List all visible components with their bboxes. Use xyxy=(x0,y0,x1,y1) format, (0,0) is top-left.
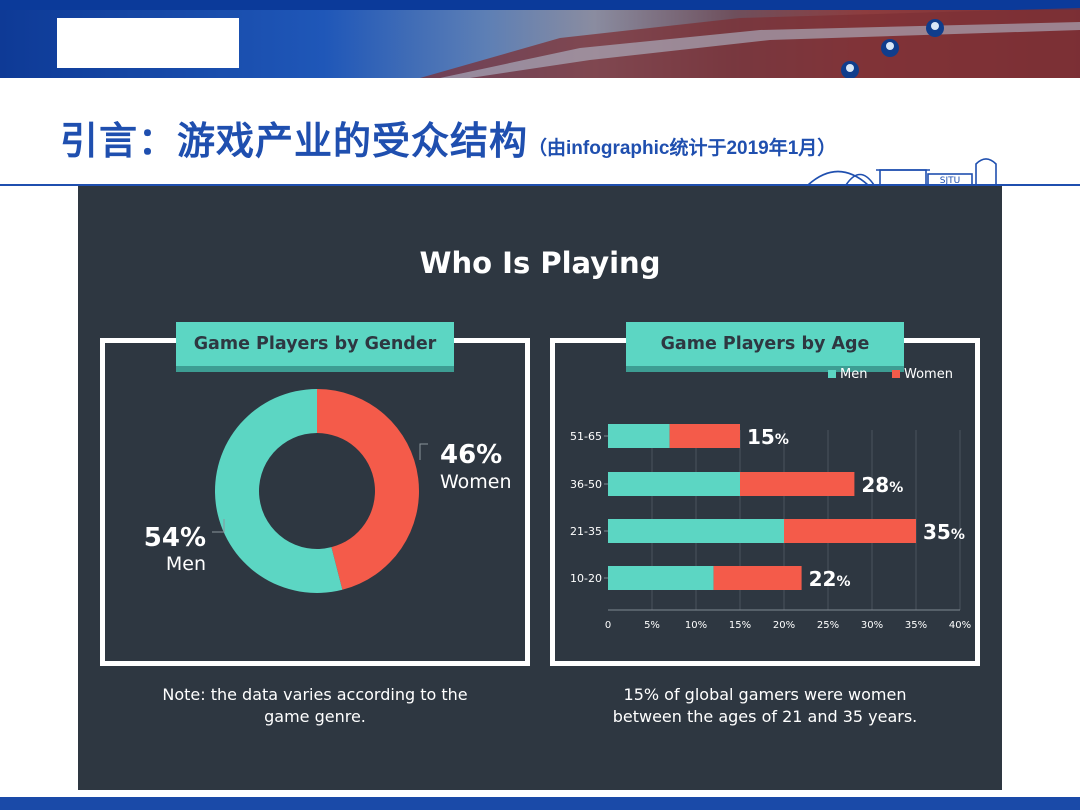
infographic-title: Who Is Playing xyxy=(419,246,661,280)
x-tick-label: 10% xyxy=(685,620,707,631)
age-chart-title: Game Players by Age xyxy=(626,322,904,366)
logo-text: SJTU xyxy=(940,176,960,186)
donut-slice-women xyxy=(317,389,420,590)
note-left: Note: the data varies according to the g… xyxy=(162,685,468,726)
header-banner xyxy=(0,0,1080,78)
x-tick-label: 0 xyxy=(605,620,611,631)
bar-women xyxy=(713,566,802,590)
bar-men xyxy=(608,566,714,590)
bar-women xyxy=(784,519,916,543)
x-tick-label: 20% xyxy=(773,620,795,631)
university-gate-logo: SJTU xyxy=(808,158,997,186)
slide-subtitle: （由infographic统计于2019年1月） xyxy=(528,138,837,159)
bar-total-label: 15% xyxy=(747,425,789,449)
women-leader-line xyxy=(419,443,428,460)
bar-women xyxy=(669,424,740,448)
logo-placeholder-box xyxy=(57,18,239,68)
x-tick-label: 5% xyxy=(644,620,660,631)
bar-men xyxy=(608,424,670,448)
x-tick-label: 25% xyxy=(817,620,839,631)
infographic-panel: Who Is Playing Game Players by Gender 46… xyxy=(78,186,1002,790)
x-tick-label: 30% xyxy=(861,620,883,631)
x-tick-label: 40% xyxy=(949,620,971,631)
women-label: Women xyxy=(440,471,512,493)
x-tick-label: 35% xyxy=(905,620,927,631)
age-bar-chart: 0 5% 10% 15% 20% 25% 30% 35% 40% Men Women 51-65 15%… xyxy=(570,367,971,631)
y-tick-label: 10-20 xyxy=(570,572,602,585)
bar-total-label: 28% xyxy=(861,473,903,497)
women-percent-label: 46% xyxy=(440,440,502,470)
legend-label-women: Women xyxy=(904,367,953,382)
bar-women xyxy=(740,472,855,496)
title-divider xyxy=(0,184,1080,186)
y-tick-label: 51-65 xyxy=(570,430,602,443)
men-leader-line xyxy=(212,519,225,533)
slide-title: 引言：游戏产业的受众结构 xyxy=(60,119,529,163)
banner-top-stripe xyxy=(0,0,1080,10)
roof-eaves-graphic xyxy=(420,8,1080,78)
y-tick-label: 36-50 xyxy=(570,478,602,491)
bar-men xyxy=(608,472,740,496)
gender-chart-title: Game Players by Gender xyxy=(176,322,454,366)
slide-title-row: 引言：游戏产业的受众结构（由infographic统计于2019年1月） xyxy=(60,110,836,165)
gender-donut-chart: 46%Women 54%Men xyxy=(144,389,512,593)
note-right: 15% of global gamers were women between … xyxy=(612,685,918,726)
donut-slice-men xyxy=(215,389,343,593)
bar-men xyxy=(608,519,784,543)
bar-total-label: 35% xyxy=(923,520,965,544)
x-tick-label: 15% xyxy=(729,620,751,631)
footer-bar xyxy=(0,797,1080,810)
men-percent-label: 54% xyxy=(144,523,206,553)
men-label: Men xyxy=(166,553,206,575)
legend-swatch-men xyxy=(828,370,836,378)
legend-swatch-women xyxy=(892,370,900,378)
bar-total-label: 22% xyxy=(809,567,851,591)
legend-label-men: Men xyxy=(840,367,867,382)
y-tick-label: 21-35 xyxy=(570,525,602,538)
